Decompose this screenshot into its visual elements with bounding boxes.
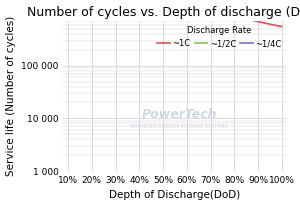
~1/2C <box>280 18 284 21</box>
~1/2C <box>260 14 263 17</box>
Title: Number of cycles vs. Depth of discharge (DoD): Number of cycles vs. Depth of discharge … <box>27 6 300 19</box>
~1C <box>260 21 263 24</box>
~1C <box>197 5 201 7</box>
~1C <box>193 4 196 6</box>
Line: ~1C: ~1C <box>68 0 282 27</box>
Line: ~1/4C: ~1/4C <box>68 0 282 14</box>
Y-axis label: Service life (Number of cycles): Service life (Number of cycles) <box>6 16 16 176</box>
~1C <box>194 4 197 6</box>
Text: PowerTech: PowerTech <box>142 108 217 121</box>
~1C <box>246 18 250 21</box>
~1/4C <box>280 13 284 15</box>
~1/4C <box>260 9 263 11</box>
X-axis label: Depth of Discharge(DoD): Depth of Discharge(DoD) <box>109 190 241 200</box>
Line: ~1/2C: ~1/2C <box>68 0 282 20</box>
~1C <box>280 25 284 28</box>
Legend: ~1C, ~1/2C, ~1/4C: ~1C, ~1/2C, ~1/4C <box>154 23 285 52</box>
~1/4C <box>246 6 250 8</box>
~1/2C <box>246 11 250 14</box>
~1/2C <box>197 0 201 1</box>
Text: ADVANCED ENERGY STORAGE SYSTEMS: ADVANCED ENERGY STORAGE SYSTEMS <box>130 124 228 129</box>
